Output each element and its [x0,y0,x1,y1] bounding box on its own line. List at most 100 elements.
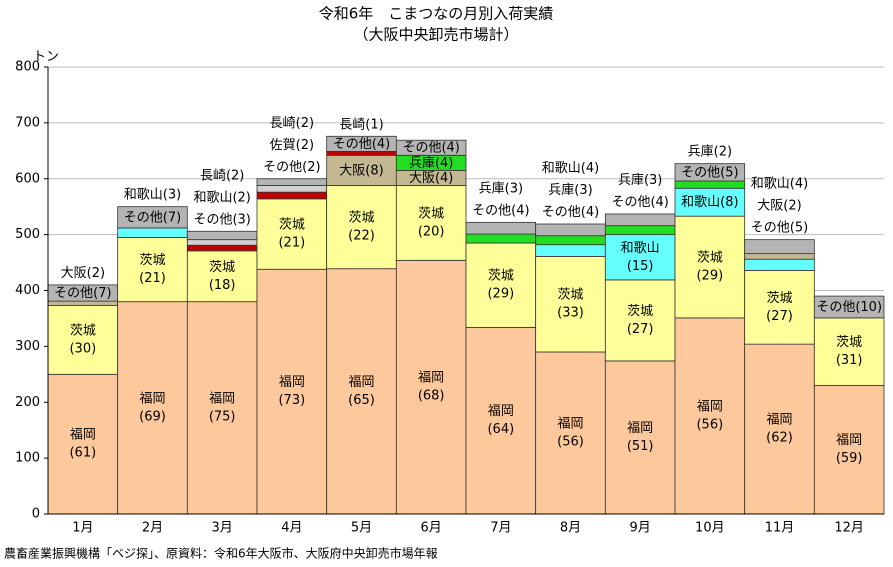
bar-segment [535,351,606,515]
segment-name: 佐賀 [270,137,296,152]
segment-name: 兵庫 [618,172,644,187]
y-tick-label: 600 [15,171,40,186]
bar-segment [744,253,815,260]
y-tick-label: 400 [15,283,40,298]
segment-share: (20) [418,224,445,239]
segment-label: その他(4) [542,205,599,220]
segment-share: (4) [650,194,668,209]
segment-name: 福岡 [418,371,444,386]
segment-name: 長崎 [339,117,365,132]
bar-segment [186,230,258,241]
segment-share: (30) [69,341,96,356]
segment-name: 茨城 [209,260,235,275]
bar-segment [744,343,815,515]
x-tick-label: 12月 [834,521,864,536]
x-tick-label: 2月 [142,521,163,536]
segment-name: 長崎 [200,168,226,183]
segment-name: 福岡 [836,433,862,448]
segment-name: 福岡 [766,413,792,428]
x-tick-label: 10月 [695,521,725,536]
segment-share: (3) [163,187,181,202]
bar-segment [256,178,328,186]
segment-share: (7) [163,210,181,225]
segment-name: その他 [681,165,720,180]
segment-share: (8) [365,163,383,178]
bar-segment [604,213,676,227]
segment-label: その他(2) [263,159,320,174]
segment-label: 長崎(2) [200,168,244,183]
segment-share: (64) [487,422,514,437]
bar-segment [256,198,328,270]
segment-share: (56) [557,434,584,449]
segment-share: (18) [209,278,236,293]
bar-segment [535,244,606,257]
segment-label: その他(4) [472,203,529,218]
bar-segment [465,233,537,244]
bar-segment [256,268,328,515]
segment-name: その他 [751,220,790,235]
segment-share: (33) [557,306,584,321]
y-tick-label: 100 [15,451,40,466]
segment-name: 福岡 [697,399,723,414]
segment-name: 茨城 [697,251,723,266]
segment-share: (15) [627,259,654,274]
segment-label: 佐賀(2) [270,137,314,152]
segment-share: (21) [278,236,305,251]
bar-segment [535,235,606,246]
bar-segment [47,373,119,515]
bar-segment [674,187,746,217]
bar-segment [604,225,676,236]
segment-name: 茨城 [557,288,583,303]
segment-share: (29) [487,287,514,302]
segment-label: 兵庫(2) [688,144,732,159]
segment-label: その他(7) [124,210,181,225]
segment-share: (4) [435,170,453,185]
bar-segment [604,360,676,515]
segment-label: 兵庫(3) [479,181,523,196]
segment-name: 福岡 [209,391,235,406]
bar-segment [813,295,885,319]
bar-segment [186,250,258,303]
bar-segment [465,221,537,235]
segment-name: 大阪 [757,198,783,213]
segment-share: (2) [302,159,320,174]
segment-label: 和歌山(2) [193,190,250,205]
segment-name: その他 [124,210,163,225]
source: 農畜産業振興機構「ベジ探」、原資料：令和6年大阪市、大阪府中央卸売市場年報 [4,546,438,561]
bar-segment [674,163,746,182]
segment-share: (22) [348,229,375,244]
segment-name: その他 [542,205,581,220]
bar-segment [604,279,676,362]
segment-name: 茨城 [836,335,862,350]
y-tick-label: 300 [15,339,40,354]
segment-label: 和歌山(4) [542,161,599,176]
bar-segment [256,191,328,200]
segment-name: 和歌山 [542,161,581,176]
segment-share: (21) [139,271,166,286]
segment-share: (4) [372,136,390,151]
segment-name: 福岡 [139,391,165,406]
segment-share: (29) [696,269,723,284]
y-tick-label: 200 [15,395,40,410]
segment-share: (2) [232,190,250,205]
segment-share: (2) [296,115,314,130]
x-tick-label: 1月 [72,521,93,536]
segment-share: (27) [766,309,793,324]
bar-segment [395,185,467,261]
bar-segment [326,154,397,186]
segment-share: (2) [87,265,105,280]
segment-share: (51) [627,439,654,454]
segment-label: 大阪(8) [339,163,383,178]
x-tick-label: 4月 [281,521,302,536]
segment-name: その他 [402,140,441,155]
segment-share: (2) [714,144,732,159]
segment-name: その他 [333,136,372,151]
segment-name: 和歌山 [621,241,660,256]
bar-segment [186,244,258,252]
segment-label: 大阪(4) [409,170,453,185]
bar-segment [535,256,606,353]
x-tick-label: 8月 [560,521,581,536]
y-tick-label: 0 [32,507,40,522]
segment-name: 茨城 [418,206,444,221]
segment-name: 兵庫 [548,183,574,198]
